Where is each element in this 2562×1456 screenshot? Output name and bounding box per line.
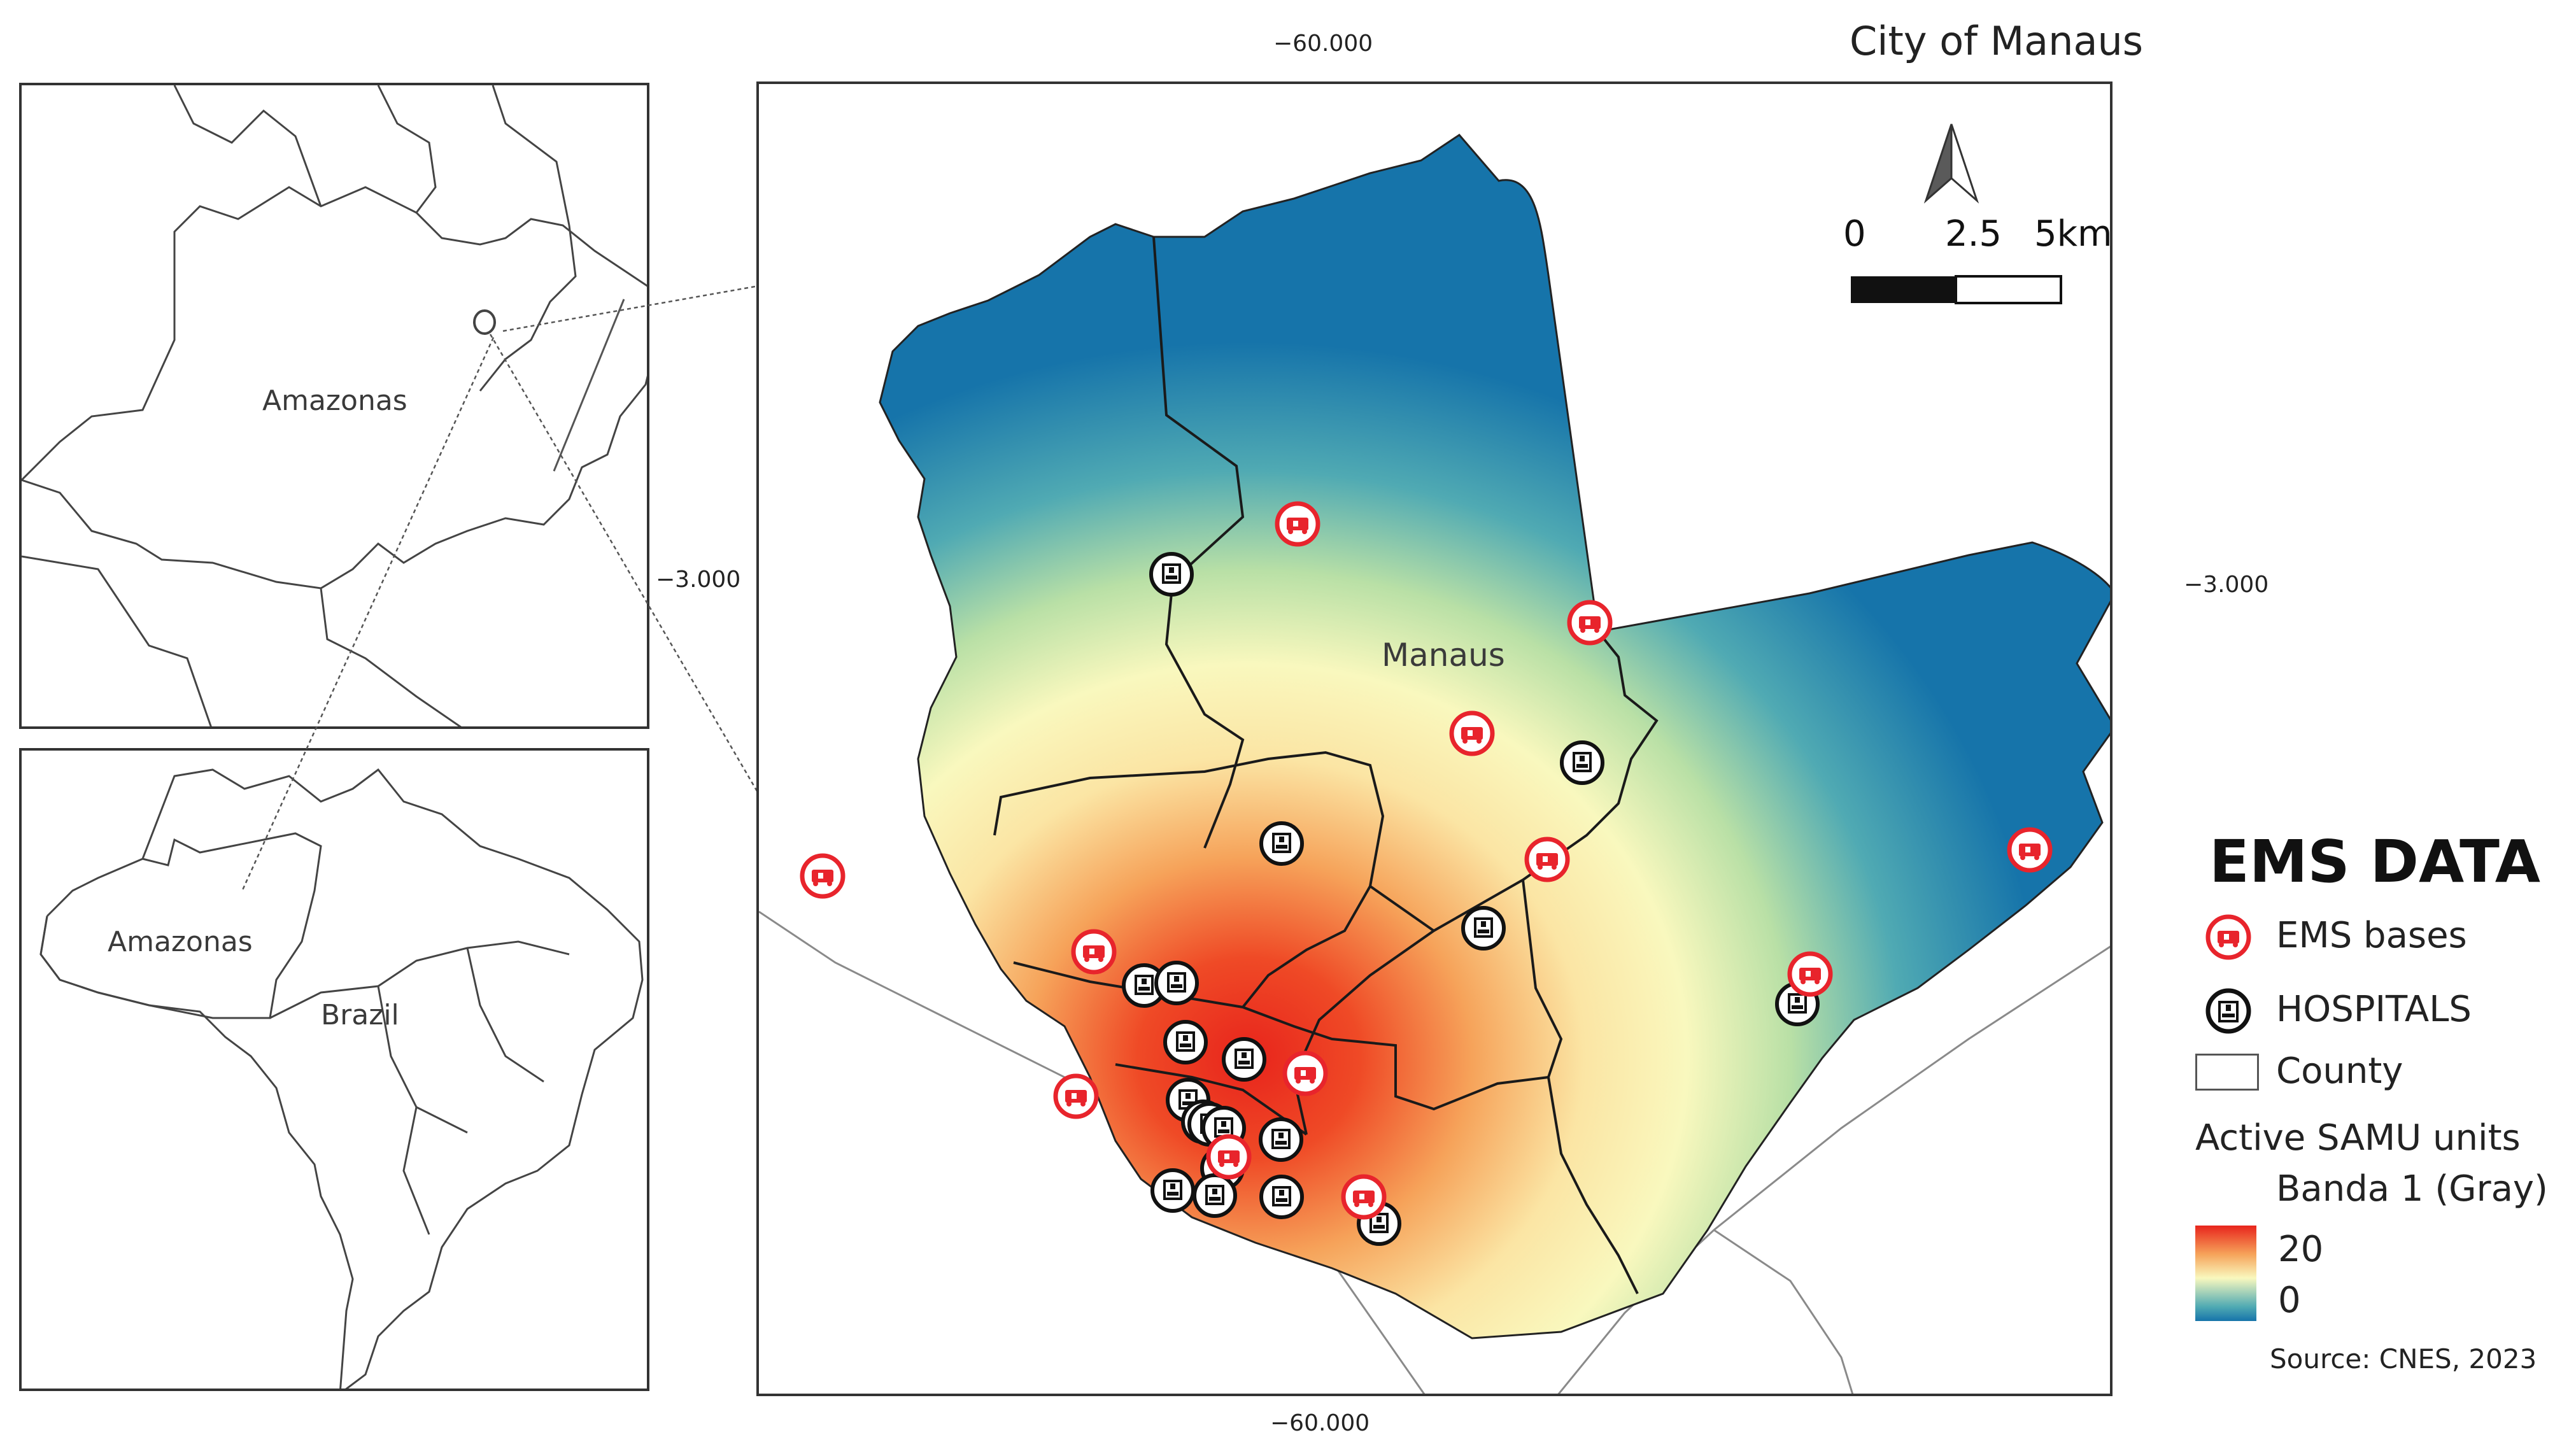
scale-bar — [1851, 275, 2062, 304]
ems-base-marker — [1275, 501, 1320, 547]
coord-bottom-longitude: −60.000 — [1270, 1410, 1370, 1436]
county-swatch — [2195, 1054, 2259, 1091]
legend-hospitals-label: HOSPITALS — [2276, 989, 2472, 1030]
inset-brazil-country-label: Brazil — [321, 999, 399, 1031]
legend-ems-bases-label: EMS bases — [2276, 915, 2467, 956]
legend-county-label: County — [2276, 1050, 2403, 1092]
hospital-icon — [2205, 988, 2251, 1034]
map-title: City of Manaus — [1850, 18, 2144, 64]
coord-left-latitude: −3.000 — [656, 567, 741, 593]
hospital-marker — [1149, 552, 1194, 597]
scale-label-2-5: 2.5 — [1945, 213, 2002, 255]
ems-base-marker — [1053, 1073, 1099, 1119]
ems-base-marker — [1282, 1050, 1328, 1096]
north-arrow-icon — [1923, 124, 1979, 204]
hospital-marker — [1150, 1168, 1195, 1213]
ems-base-marker — [2007, 827, 2053, 873]
brazil-internal-borders — [269, 940, 570, 1235]
legend-band-label: Banda 1 (Gray) — [2276, 1168, 2548, 1210]
ems-base-marker — [800, 853, 846, 899]
hospital-marker — [1259, 821, 1304, 866]
ems-base-marker — [1567, 600, 1613, 646]
ems-base-marker — [1787, 951, 1833, 997]
inset-amazonas-svg — [22, 85, 647, 726]
raster-color-ramp — [2195, 1226, 2256, 1321]
coord-right-latitude: −3.000 — [2184, 572, 2269, 598]
hospital-marker — [1122, 963, 1166, 1008]
inset-amazonas-label: Amazonas — [262, 385, 407, 417]
neighbor-boundaries-south — [22, 555, 462, 726]
main-map-frame — [756, 81, 2113, 1396]
hospital-marker — [1560, 740, 1604, 785]
manaus-location-marker — [473, 309, 496, 335]
inset-map-amazonas: Amazonas — [19, 83, 649, 729]
hospital-marker — [1259, 1117, 1303, 1162]
inset-brazil-amazonas-label: Amazonas — [108, 926, 253, 958]
scale-label-0: 0 — [1843, 213, 1866, 255]
legend-title: EMS DATA — [2209, 828, 2540, 896]
neighbor-boundaries-north — [173, 85, 577, 392]
ems-base-marker — [1449, 710, 1495, 756]
ems-base-marker — [1071, 929, 1117, 975]
hospital-marker — [1222, 1037, 1266, 1082]
amazonas-boundary — [22, 186, 647, 590]
amazonas-state-outline — [39, 832, 322, 1019]
coord-top-longitude: −60.000 — [1273, 31, 1373, 57]
city-boundary — [879, 134, 2110, 1339]
hospital-marker — [1193, 1173, 1237, 1218]
ems-base-marker — [1524, 837, 1570, 882]
legend-source: Source: CNES, 2023 — [2270, 1343, 2537, 1375]
legend-raster-title: Active SAMU units — [2195, 1117, 2521, 1159]
inset-brazil-svg — [39, 768, 644, 1389]
hospital-marker — [1461, 906, 1506, 951]
legend-raster-min: 0 — [2278, 1280, 2301, 1321]
hospital-marker — [1259, 1175, 1304, 1219]
ems-base-marker — [1341, 1174, 1387, 1220]
city-label-manaus: Manaus — [1382, 637, 1505, 674]
hospital-marker — [1163, 1020, 1208, 1064]
legend-raster-max: 20 — [2278, 1229, 2324, 1270]
scale-label-5km: 5km — [2034, 213, 2113, 255]
inset-map-brazil: Amazonas Brazil — [19, 748, 649, 1391]
manaus-heatmap-svg — [759, 134, 2110, 1394]
hospital-marker — [1154, 961, 1199, 1005]
ems-base-icon — [2205, 914, 2251, 960]
ems-base-marker — [1206, 1134, 1252, 1180]
